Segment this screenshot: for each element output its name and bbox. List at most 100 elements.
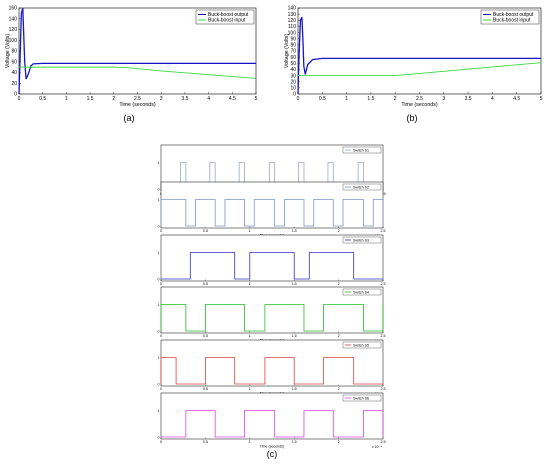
legend-entry: Switch S2 (353, 185, 369, 189)
x-tick-label: 0.5 (203, 282, 208, 286)
x-tick-label: 0 (160, 334, 162, 338)
y-tick-label: 1 (158, 303, 160, 307)
y-tick-label: 0 (158, 277, 160, 281)
x-tick-label: 2 (338, 387, 340, 391)
x-tick-label: 2.5 (381, 387, 386, 391)
switch-waveform-switch-s2 (160, 199, 384, 227)
x-tick-label: 2.5 (381, 440, 386, 444)
x-tick-label: 0.5 (203, 229, 208, 233)
x-tick-label: 2 (338, 334, 340, 338)
switch-panel-6: 0 0.5 1 1.5 2 2.5 0 1 Time (seconds) x 10⁻⁴ Switch… (158, 392, 386, 449)
legend-entry: Buck-boost input (493, 18, 531, 24)
x-tick-label: 2.5 (134, 96, 141, 102)
series-line-buck-boost-input (19, 66, 257, 79)
x-tick-label: 4.5 (229, 96, 236, 102)
legend-entry: Switch S4 (353, 290, 369, 294)
legend-box (342, 288, 382, 296)
y-tick-label: 0 (158, 329, 160, 333)
x-tick-label: 2 (394, 96, 397, 102)
y-tick-label: 0 (158, 187, 160, 191)
legend-box (342, 394, 382, 402)
x-tick-label: 1 (345, 96, 348, 102)
legend-entry: Switch S6 (353, 396, 369, 400)
switch-waveform-switch-s5 (160, 357, 383, 385)
x-tick-label: 4 (207, 96, 210, 102)
x-tick-label: 3.5 (465, 96, 472, 102)
x-tick-label: 1.5 (292, 440, 297, 444)
x-tick-label: 1 (249, 334, 251, 338)
y-tick-label: 1 (158, 198, 160, 202)
x-tick-label: 4.5 (513, 96, 520, 102)
legend-box (195, 9, 255, 25)
y-tick-label: 1 (158, 356, 160, 360)
y-tick-label: 90 (290, 36, 296, 42)
y-tick-label: 0 (158, 435, 160, 439)
figure-caption: (a) (124, 113, 135, 123)
x-tick-label: 0 (18, 96, 21, 102)
x-tick-label: 1.5 (292, 334, 297, 338)
y-axis-label: Voltage (Volts) (5, 34, 11, 68)
y-tick-label: 0 (158, 224, 160, 228)
y-tick-label: 0 (293, 92, 296, 98)
x-tick-label: 1.5 (292, 229, 297, 233)
y-tick-label: 1 (158, 161, 160, 165)
switch-waveform-switch-s4 (160, 304, 384, 332)
legend-entry: Buck-boost output (493, 12, 534, 18)
x-tick-label: 5 (540, 96, 543, 102)
y-tick-label: 130 (288, 12, 297, 18)
x-tick-label: 2 (112, 96, 115, 102)
x-tick-label: 3 (442, 96, 445, 102)
y-tick-label: 80 (290, 43, 296, 49)
y-tick-label: 100 (9, 38, 18, 44)
figure-caption: (b) (407, 113, 418, 123)
x-tick-label: 5 (255, 96, 258, 102)
y-tick-label: 120 (288, 18, 297, 24)
y-tick-label: 140 (288, 6, 297, 12)
x-tick-label: 1.5 (367, 96, 374, 102)
legend-entry: Switch S1 (353, 148, 369, 152)
legend-box (480, 9, 540, 25)
y-tick-label: 70 (290, 49, 296, 55)
y-tick-label: 1 (158, 409, 160, 413)
y-tick-label: 100 (288, 30, 297, 36)
y-tick-label: 30 (290, 73, 296, 79)
legend-entry: Switch S3 (353, 238, 369, 242)
x-tick-label: 2.5 (381, 229, 386, 233)
x-tick-label: 4 (491, 96, 494, 102)
x-tick-label: 2 (338, 282, 340, 286)
chart-c: 0 0.5 1 1.5 2 2.5 0 1 Time (seconds) x 10⁻⁴ Switch… (158, 144, 386, 459)
figure-caption: (c) (267, 449, 278, 459)
x-tick-label: 0.5 (39, 96, 46, 102)
x-tick-label: 0 (297, 96, 300, 102)
x-tick-label: 1.5 (87, 96, 94, 102)
x-tick-label: 1 (249, 282, 251, 286)
x-tick-label: 2.5 (416, 96, 423, 102)
x-tick-label: 2 (338, 440, 340, 444)
x-tick-label: 0 (160, 282, 162, 286)
y-tick-label: 140 (9, 16, 18, 22)
x-axis-multiplier: x 10⁻⁴ (372, 445, 383, 449)
x-tick-label: 1 (249, 440, 251, 444)
legend-box (342, 183, 382, 191)
x-tick-label: 0 (160, 387, 162, 391)
chart-a: 0 0.5 1 1.5 2 2.5 3 3.5 4 4.5 5 0 20 40 60 80 100 120 140 1… (5, 6, 258, 123)
legend-entry: Switch S5 (353, 343, 369, 347)
x-tick-label: 0.5 (319, 96, 326, 102)
switch-waveform-switch-s6 (161, 410, 384, 438)
y-tick-label: 60 (11, 59, 17, 65)
x-axis-label: Time (seconds) (260, 444, 285, 448)
x-tick-label: 2.5 (381, 334, 386, 338)
x-tick-label: 3.5 (181, 96, 188, 102)
x-tick-label: 1 (249, 229, 251, 233)
x-tick-label: 1 (249, 387, 251, 391)
x-tick-label: 1.5 (292, 282, 297, 286)
switch-waveform-switch-s3 (161, 252, 383, 280)
y-tick-label: 160 (9, 6, 18, 12)
x-tick-label: 1.5 (292, 387, 297, 391)
x-tick-label: 0 (160, 440, 162, 444)
y-tick-label: 40 (290, 67, 296, 73)
